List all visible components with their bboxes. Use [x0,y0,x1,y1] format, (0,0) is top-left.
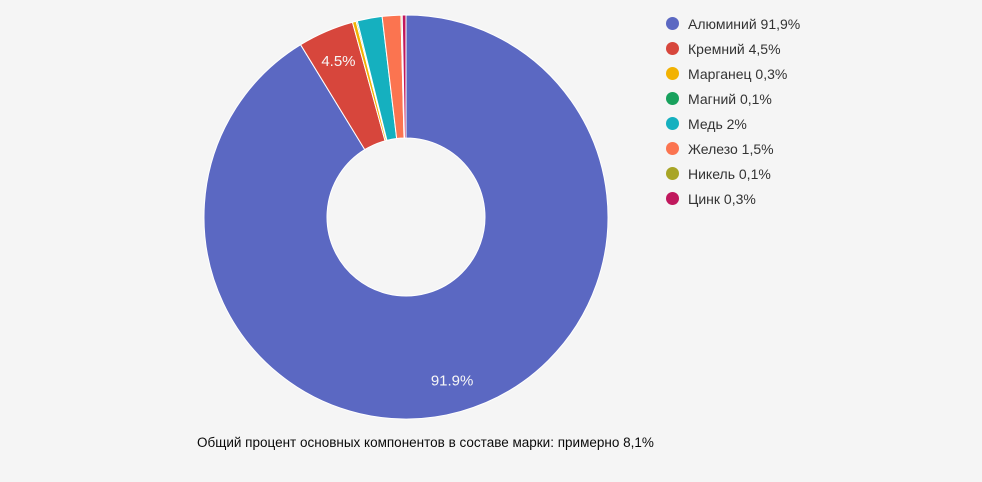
legend-swatch-icon [666,17,679,30]
legend-item-Кремний[interactable]: Кремний 4,5% [666,36,800,61]
legend-label: Марганец 0,3% [688,65,788,82]
legend-item-Магний[interactable]: Магний 0,1% [666,86,800,111]
legend-item-Алюминий[interactable]: Алюминий 91,9% [666,11,800,36]
legend-swatch-icon [666,117,679,130]
legend-label: Железо 1,5% [688,140,774,157]
legend-swatch-icon [666,142,679,155]
legend-label: Кремний 4,5% [688,40,781,57]
legend-item-Железо[interactable]: Железо 1,5% [666,136,800,161]
legend-item-Марганец[interactable]: Марганец 0,3% [666,61,800,86]
legend-swatch-icon [666,42,679,55]
legend-label: Цинк 0,3% [688,190,756,207]
slice-label-Алюминий: 91.9% [431,373,474,390]
slice-label-Кремний: 4.5% [321,53,355,70]
legend-label: Никель 0,1% [688,165,771,182]
pie-slice-Цинк[interactable] [401,14,407,139]
legend-swatch-icon [666,192,679,205]
legend-label: Алюминий 91,9% [688,15,801,32]
legend-item-Цинк[interactable]: Цинк 0,3% [666,186,800,211]
chart-caption: Общий процент основных компонентов в сос… [197,435,654,450]
legend-swatch-icon [666,92,679,105]
legend-item-Медь[interactable]: Медь 2% [666,111,800,136]
legend: Алюминий 91,9% Кремний 4,5% Марганец 0,3% М… [666,11,800,211]
pie-slice-Алюминий[interactable] [203,14,609,420]
legend-label: Медь 2% [688,115,747,132]
legend-swatch-icon [666,167,679,180]
legend-swatch-icon [666,67,679,80]
legend-label: Магний 0,1% [688,90,772,107]
legend-item-Никель[interactable]: Никель 0,1% [666,161,800,186]
